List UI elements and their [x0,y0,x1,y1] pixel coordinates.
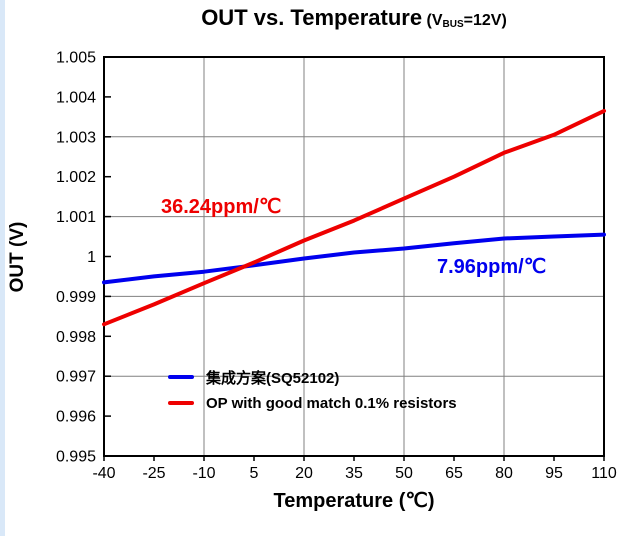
chart-legend: 集成方案(SQ52102) OP with good match 0.1% re… [168,364,457,416]
legend-item-op-resistors: OP with good match 0.1% resistors [168,390,457,416]
legend-item-integrated-solution: 集成方案(SQ52102) [168,364,457,390]
y-tick-label: 1.003 [56,129,96,146]
x-tick-label: 5 [250,465,259,482]
x-axis-title: Temperature (℃) [273,490,435,512]
x-tick-label: 95 [545,465,563,482]
series-curve-0 [102,232,606,285]
legend-label: OP with good match 0.1% resistors [206,394,457,412]
x-tick-label: 50 [395,465,413,482]
x-tick-label: 80 [495,465,513,482]
legend-line-swatch-blue [168,375,194,379]
page-edge-stripe [0,0,5,536]
legend-line-swatch-red [168,401,194,405]
x-tick-label: -10 [192,465,215,482]
y-tick-label: 1.002 [56,169,96,186]
chart-title-condition: (VBUS=12V) [426,12,507,30]
red-series-slope-annotation: 36.24ppm/℃ [161,196,282,218]
x-tick-label: -40 [92,465,115,482]
y-tick-label: 0.998 [56,329,96,346]
y-tick-label: 0.996 [56,409,96,426]
legend-label: 集成方案(SQ52102) [206,369,340,387]
chart-title: OUT vs. Temperature (VBUS=12V) [104,5,604,31]
chart-title-cond-open: (V [426,12,443,29]
chart-title-cond-subscript: BUS [442,19,464,30]
x-tick-label: 20 [295,465,313,482]
y-tick-label: 1 [87,249,96,266]
chart-title-cond-close: =12V) [463,12,507,29]
y-tick-label: 0.995 [56,449,96,466]
y-tick-label: 1.004 [56,89,96,106]
x-tick-label: 65 [445,465,463,482]
x-tick-label: 110 [591,465,617,482]
y-tick-label: 1.001 [56,209,96,226]
y-tick-label: 0.999 [56,289,96,306]
chart-title-main: OUT vs. Temperature [201,5,423,30]
x-tick-label: 35 [345,465,363,482]
series-curve-1 [102,108,606,327]
y-tick-label: 1.005 [56,50,96,67]
blue-series-slope-annotation: 7.96ppm/℃ [437,256,547,278]
x-tick-label: -25 [142,465,165,482]
y-tick-label: 0.997 [56,369,96,386]
